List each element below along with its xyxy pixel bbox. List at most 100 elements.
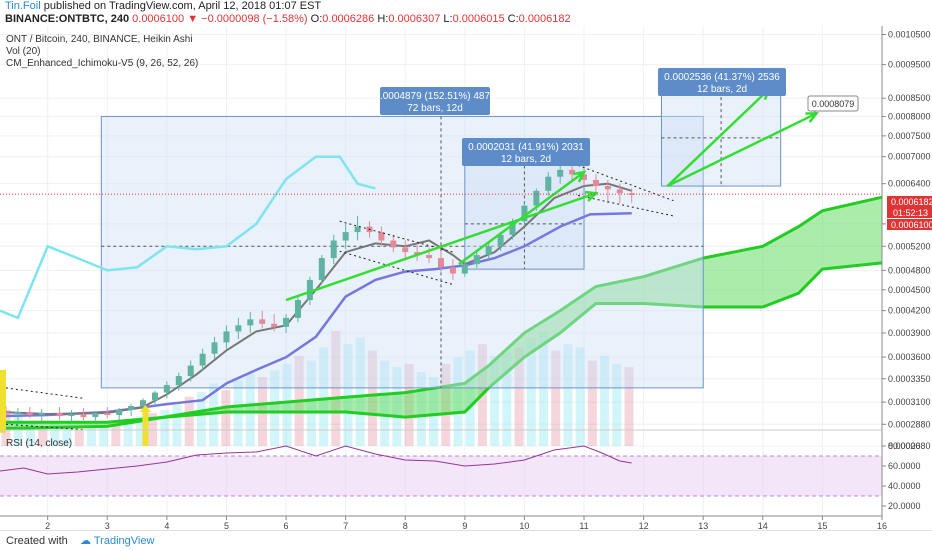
volume-bar [111, 421, 121, 446]
candle [426, 255, 433, 259]
price-tag-last: 0.0006182 [887, 196, 932, 207]
volume-bar [62, 426, 72, 446]
volume-bar [539, 331, 549, 446]
y-tick-label: 0.0003100 [888, 397, 931, 407]
symbol-text: BINANCE:ONTBTC, 240 [5, 13, 130, 25]
candle [569, 169, 576, 175]
candle [235, 325, 242, 332]
volume-bar [50, 423, 60, 446]
x-tick-label: 5 [224, 521, 229, 530]
range-boxes [100, 90, 782, 389]
volume-bar [13, 416, 23, 446]
low-label: L: [443, 13, 453, 25]
high-value: 0.0006307 [388, 13, 441, 25]
x-tick-label: 10 [519, 521, 529, 530]
volume-bar [74, 429, 84, 446]
volume-bar [172, 404, 182, 446]
volume-bar [490, 355, 500, 446]
volume-bar [551, 350, 561, 446]
flag-lower-1 [577, 194, 674, 217]
volume-bar [160, 409, 170, 446]
signal-bar [142, 412, 149, 446]
volume-bar [319, 347, 329, 446]
candle [116, 410, 123, 416]
y-tick-label: 0.0003350 [888, 374, 931, 384]
change-text: −0.0000098 (−1.58%) [201, 13, 308, 25]
rsi-line [0, 445, 632, 475]
ichimoku-cloud [0, 195, 883, 430]
price-tag-timer-bg [887, 207, 932, 218]
open-value: 0.0006286 [322, 13, 375, 25]
y-tick-label: 0.0009500 [888, 60, 931, 70]
y-tick-label: 0.0004800 [888, 265, 931, 275]
candle [92, 413, 99, 418]
volume-bar [355, 337, 365, 446]
high-label: H: [377, 13, 389, 25]
candle [128, 406, 135, 411]
candle [259, 319, 266, 324]
y-tick-label: 0.0002680 [888, 441, 931, 451]
candle [163, 385, 170, 393]
price-tag-last-bg [887, 196, 932, 207]
big-range-label: 0.0004879 (152.51%) 4879 72 bars, 12d [374, 87, 496, 115]
candle [604, 186, 611, 190]
price-tag-timer-text: 01:52:13 [893, 208, 928, 218]
author-link[interactable]: Tin.Foil [5, 0, 41, 12]
rsi-tick-label: 20.0000 [888, 501, 921, 511]
rsi-band [0, 456, 882, 496]
trend-arrow-0 [285, 192, 597, 302]
target-label: 0.0008079 [807, 95, 859, 112]
range-box-0 [100, 115, 704, 389]
candle [104, 413, 111, 416]
candle [557, 169, 564, 177]
x-tick-label: 13 [698, 521, 708, 530]
rsi-tick-label: 60.0000 [888, 461, 921, 471]
candle [378, 232, 385, 241]
volume-bar [331, 331, 341, 446]
right-range-label: 0.0002536 (41.37%) 2536 12 bars, 2d [658, 68, 786, 96]
y-tick-label: 0.0004500 [888, 285, 931, 295]
candle [461, 264, 468, 274]
y-tick-label: 0.0008500 [888, 93, 931, 103]
trend-arrow-2 [666, 112, 817, 188]
candle [187, 365, 194, 377]
price-chart[interactable]: 0.0010500 0.0009500 0.0008500 0.0008000 0.00… [0, 26, 932, 530]
volume-bar [600, 355, 610, 446]
volume-bar [99, 424, 109, 446]
candle [533, 190, 540, 206]
price-tag-secondary-bg [887, 219, 932, 230]
y-tick-label: 0.0002880 [888, 419, 931, 429]
cloud-span-b [0, 261, 883, 424]
big-range-label-line1: 0.0004879 (152.51%) 4879 [374, 91, 496, 102]
close-label: C: [507, 13, 519, 25]
rsi-pane [0, 429, 882, 497]
x-tick-label: 2 [45, 521, 50, 530]
y-tick-label: 0.0003600 [888, 352, 931, 362]
candle [354, 226, 361, 233]
candle [628, 193, 635, 195]
x-tick-label: 7 [343, 521, 348, 530]
chikou-line [0, 155, 376, 320]
candle [521, 205, 528, 222]
volume-bar [38, 426, 48, 446]
candle [199, 353, 206, 366]
candle [497, 234, 504, 247]
kijun-line [0, 212, 632, 418]
candle [581, 174, 588, 180]
price-tag-secondary-text: 0.0006100 [891, 220, 932, 230]
x-tick-label: 8 [403, 521, 408, 530]
target-label-text: 0.0008079 [812, 99, 855, 109]
candle [56, 413, 63, 417]
x-tick-label: 6 [284, 521, 289, 530]
volume-bar [563, 344, 573, 446]
y-tick-label: 0.0004200 [888, 306, 931, 316]
candle [330, 240, 337, 259]
candle [247, 319, 254, 326]
close-value: 0.0006182 [518, 13, 571, 25]
price-tag-last-text: 0.0006182 [891, 197, 932, 207]
volume-bar [575, 347, 585, 446]
y-tick-label: 0.0006400 [888, 179, 931, 189]
volume-bar [624, 367, 634, 446]
tradingview-logo[interactable]: ☁ TradingView [80, 531, 154, 551]
right-range-label-line1: 0.0002536 (41.37%) 2536 [664, 72, 780, 83]
